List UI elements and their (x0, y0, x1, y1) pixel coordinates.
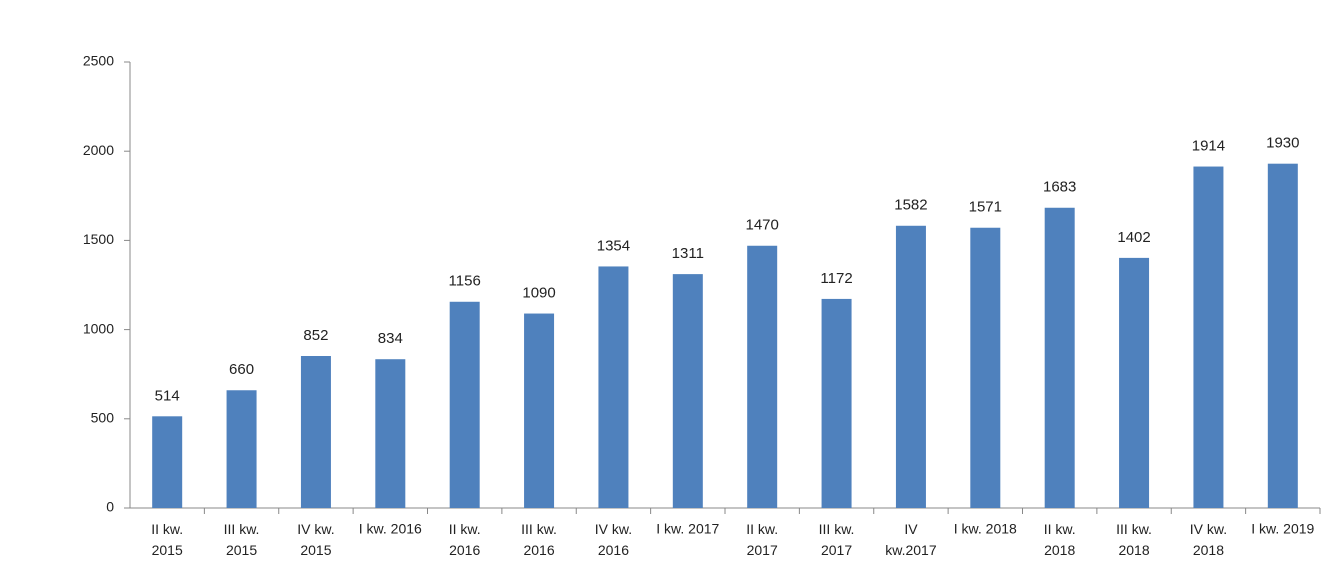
value-label: 1090 (522, 285, 555, 302)
x-tick-label: IV kw.2017 (885, 521, 937, 558)
y-tick-label: 1500 (83, 231, 114, 247)
value-label: 1930 (1266, 135, 1299, 152)
x-tick-label: I kw. 2018 (954, 521, 1017, 537)
value-label: 1470 (746, 217, 779, 234)
y-tick-label: 500 (91, 410, 115, 426)
value-label: 1172 (820, 270, 852, 287)
bar (152, 416, 183, 508)
x-tick-label: II kw. 2016 (449, 521, 481, 558)
bar (1119, 257, 1150, 508)
bar (821, 298, 852, 508)
value-label: 1571 (969, 199, 1002, 216)
value-label: 1683 (1043, 179, 1076, 196)
bar (672, 274, 703, 508)
x-tick-label: I kw. 2017 (656, 521, 719, 537)
value-label: 1402 (1117, 229, 1150, 246)
value-label: 1311 (672, 245, 704, 262)
value-label: 1914 (1192, 138, 1225, 155)
x-tick-label: IV kw. 2016 (595, 521, 632, 558)
bar (524, 313, 555, 508)
y-tick-label: 0 (106, 499, 114, 515)
x-tick-label: III kw. 2015 (224, 521, 260, 558)
x-tick-label: II kw. 2015 (151, 521, 183, 558)
bar (1267, 163, 1298, 509)
bar (747, 245, 778, 508)
x-tick-label: I kw. 2019 (1251, 521, 1314, 537)
x-tick-label: IV kw. 2015 (297, 521, 334, 558)
bar (1044, 207, 1075, 508)
value-label: 1156 (449, 273, 481, 290)
value-label: 852 (303, 327, 328, 344)
x-tick-label: III kw. 2017 (819, 521, 855, 558)
value-label: 1582 (894, 197, 927, 214)
x-tick-label: I kw. 2016 (359, 521, 422, 537)
x-tick-label: III kw. 2016 (521, 521, 557, 558)
x-tick-label: II kw. 2018 (1044, 521, 1076, 558)
value-label: 514 (155, 387, 180, 404)
value-label: 834 (378, 330, 403, 347)
bar (895, 225, 926, 509)
value-label: 1354 (597, 237, 630, 254)
x-tick-label: III kw. 2018 (1116, 521, 1152, 558)
bar (375, 359, 406, 508)
value-label: 660 (229, 361, 254, 378)
bar (300, 356, 331, 508)
bar (598, 266, 629, 508)
bar (449, 301, 480, 508)
bar (226, 390, 257, 508)
y-tick-label: 1000 (83, 320, 114, 336)
x-tick-label: II kw. 2017 (746, 521, 778, 558)
bar (970, 227, 1001, 509)
x-tick-label: IV kw. 2018 (1190, 521, 1227, 558)
bar (1193, 166, 1224, 508)
y-tick-label: 2500 (83, 53, 114, 69)
y-tick-label: 2000 (83, 142, 114, 158)
